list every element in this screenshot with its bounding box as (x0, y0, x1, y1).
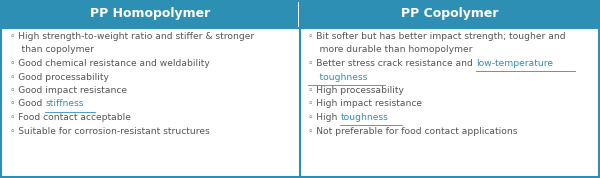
Text: ◦ High strength-to-weight ratio and stiffer & stronger: ◦ High strength-to-weight ratio and stif… (10, 32, 254, 41)
Text: ◦ High: ◦ High (308, 113, 340, 122)
Text: ◦ Bit softer but has better impact strength; tougher and: ◦ Bit softer but has better impact stren… (308, 32, 566, 41)
Text: toughness: toughness (340, 113, 388, 122)
Text: ◦ Good processability: ◦ Good processability (10, 72, 109, 82)
Text: ◦ Not preferable for food contact applications: ◦ Not preferable for food contact applic… (308, 127, 517, 135)
Text: ◦ Suitable for corrosion-resistant structures: ◦ Suitable for corrosion-resistant struc… (10, 127, 210, 135)
Bar (1, 1, 298, 28)
Text: ◦ High processability: ◦ High processability (308, 86, 404, 95)
Text: ◦ Good chemical resistance and weldability: ◦ Good chemical resistance and weldabili… (10, 59, 210, 68)
Text: ◦ Food contact acceptable: ◦ Food contact acceptable (10, 113, 131, 122)
Text: ◦ Good: ◦ Good (10, 100, 45, 109)
Text: than copolymer: than copolymer (10, 46, 94, 54)
Text: more durable than homopolymer: more durable than homopolymer (308, 46, 473, 54)
Text: toughness: toughness (308, 72, 367, 82)
Text: PP Copolymer: PP Copolymer (401, 7, 499, 20)
Text: ◦ High impact resistance: ◦ High impact resistance (308, 100, 422, 109)
Text: ◦ Good impact resistance: ◦ Good impact resistance (10, 86, 127, 95)
Text: low-temperature: low-temperature (476, 59, 553, 68)
Text: PP Homopolymer: PP Homopolymer (90, 7, 210, 20)
Text: stiffness: stiffness (45, 100, 84, 109)
Bar (301, 1, 599, 28)
Text: ◦ Better stress crack resistance and: ◦ Better stress crack resistance and (308, 59, 476, 68)
